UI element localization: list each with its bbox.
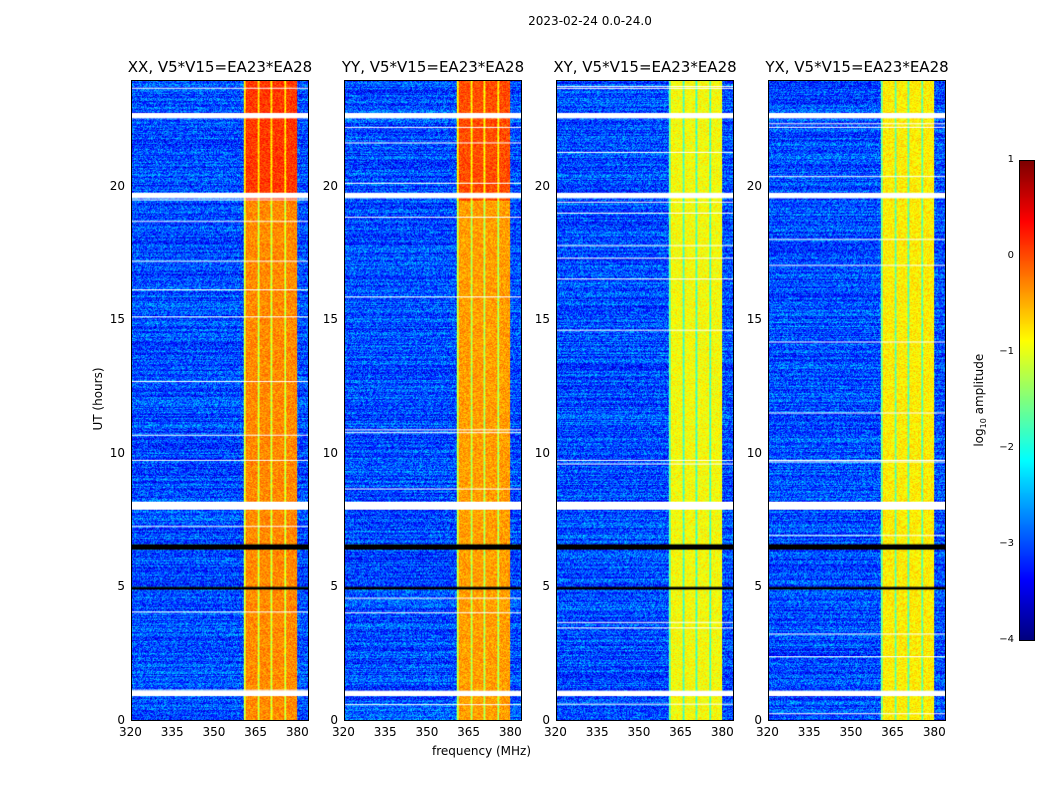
y-tick-label: 0	[117, 713, 125, 727]
y-tick-label: 5	[330, 579, 338, 594]
x-tick-label: 320	[119, 725, 142, 739]
y-tick-label: 0	[330, 713, 338, 727]
colorbar-tick-label: −1	[999, 346, 1014, 357]
colorbar-tick-label: 1	[1007, 154, 1014, 165]
y-tick-label: 15	[322, 312, 338, 327]
figure-title: 2023-02-24 0.0-24.0	[528, 14, 652, 28]
y-tick-label: 0	[542, 713, 550, 727]
x-tick-label: 365	[457, 725, 481, 739]
colorbar-label: log10 amplitude	[971, 353, 989, 447]
y-tick-label: 5	[117, 579, 125, 594]
y-tick-label: 10	[534, 445, 550, 460]
x-tick-label: 365	[669, 725, 693, 739]
x-tick-label: 320	[756, 725, 779, 739]
y-axis-label: UT (hours)	[91, 367, 105, 431]
x-tick-label: 335	[160, 725, 184, 739]
x-tick-label: 320	[332, 725, 355, 739]
x-tick-label: 350	[839, 725, 863, 739]
heatmap-xx	[131, 80, 309, 721]
x-tick-label: 380	[285, 725, 309, 739]
y-tick-label: 5	[754, 579, 762, 594]
heatmap-yy	[344, 80, 522, 721]
y-tick-label: 10	[746, 445, 762, 460]
x-tick-label: 365	[244, 725, 268, 739]
panel-title: YX, V5*V15=EA23*EA28	[765, 58, 949, 76]
x-tick-label: 350	[202, 725, 226, 739]
heatmap-yx	[768, 80, 946, 721]
y-tick-label: 5	[542, 579, 550, 594]
x-axis-label: frequency (MHz)	[432, 744, 532, 758]
colorbar	[1019, 160, 1035, 641]
panel-title: YY, V5*V15=EA23*EA28	[341, 58, 525, 76]
y-tick-label: 20	[322, 178, 338, 193]
heatmap-xy	[556, 80, 734, 721]
y-tick-label: 20	[746, 178, 762, 193]
y-tick-label: 15	[534, 312, 550, 327]
x-tick-label: 365	[881, 725, 905, 739]
colorbar-tick-label: 0	[1007, 250, 1014, 261]
x-tick-label: 335	[585, 725, 609, 739]
y-tick-label: 15	[746, 312, 762, 327]
panel-title: XY, V5*V15=EA23*EA28	[553, 58, 737, 76]
x-tick-label: 335	[373, 725, 397, 739]
colorbar-tick-label: −3	[999, 538, 1014, 549]
panel-title: XX, V5*V15=EA23*EA28	[127, 58, 313, 76]
y-tick-label: 10	[109, 445, 125, 460]
x-tick-label: 320	[544, 725, 567, 739]
y-tick-label: 15	[109, 312, 125, 327]
x-tick-label: 350	[627, 725, 651, 739]
x-tick-label: 335	[797, 725, 821, 739]
y-tick-label: 20	[109, 178, 125, 193]
y-tick-label: 20	[534, 178, 550, 193]
colorbar-tick-label: −4	[999, 634, 1014, 645]
x-tick-label: 350	[415, 725, 439, 739]
y-tick-label: 10	[322, 445, 338, 460]
colorbar-tick-label: −2	[999, 442, 1014, 453]
y-tick-label: 0	[754, 713, 762, 727]
x-tick-label: 380	[498, 725, 522, 739]
x-tick-label: 380	[710, 725, 734, 739]
x-tick-label: 380	[922, 725, 946, 739]
